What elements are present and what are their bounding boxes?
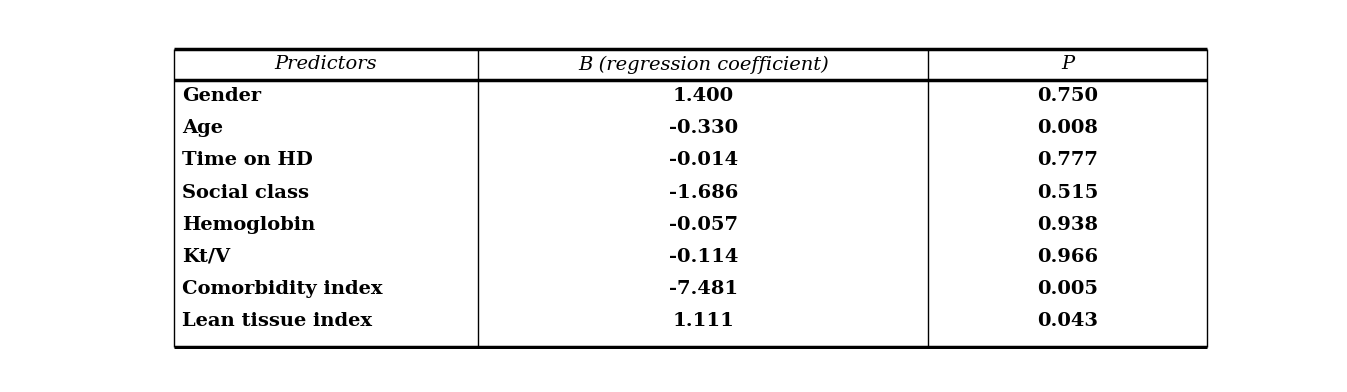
Text: -7.481: -7.481 [668,280,738,298]
Text: Gender: Gender [182,87,261,105]
Text: B (regression coefficient): B (regression coefficient) [578,55,828,74]
Text: 0.750: 0.750 [1037,87,1098,105]
Text: Hemoglobin: Hemoglobin [182,216,315,234]
Text: 0.938: 0.938 [1037,216,1098,234]
Text: -1.686: -1.686 [668,183,738,201]
Text: Lean tissue index: Lean tissue index [182,312,372,330]
Text: 1.400: 1.400 [672,87,734,105]
Text: -0.114: -0.114 [668,248,738,266]
Text: Age: Age [182,120,224,137]
Text: 0.515: 0.515 [1037,183,1098,201]
Text: -0.330: -0.330 [668,120,738,137]
Text: 0.966: 0.966 [1037,248,1098,266]
Text: 1.111: 1.111 [672,312,734,330]
Text: Time on HD: Time on HD [182,151,313,169]
Text: Comorbidity index: Comorbidity index [182,280,383,298]
Text: Kt/V: Kt/V [182,248,230,266]
Text: Predictors: Predictors [275,55,377,73]
Text: 0.043: 0.043 [1037,312,1098,330]
Text: 0.008: 0.008 [1037,120,1098,137]
Text: 0.005: 0.005 [1037,280,1098,298]
Text: -0.014: -0.014 [668,151,738,169]
Text: -0.057: -0.057 [668,216,738,234]
Text: Social class: Social class [182,183,308,201]
Text: P: P [1061,55,1074,73]
Text: 0.777: 0.777 [1037,151,1098,169]
